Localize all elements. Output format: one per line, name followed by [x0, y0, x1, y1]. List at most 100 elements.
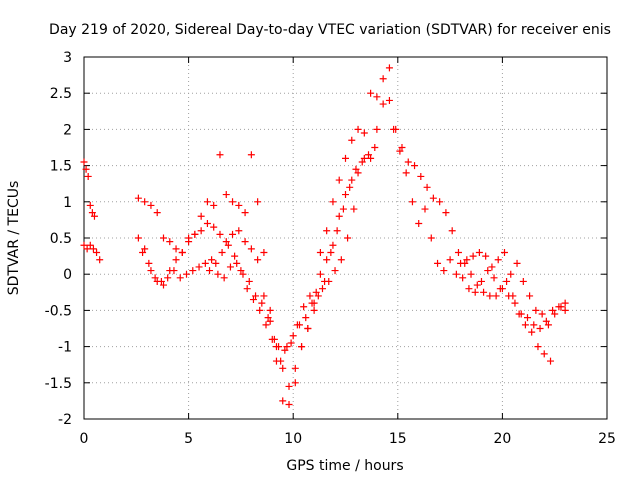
data-point: [429, 194, 437, 202]
data-point: [547, 357, 555, 365]
data-point: [511, 299, 519, 307]
data-point: [519, 277, 527, 285]
data-point: [208, 256, 216, 264]
x-tick-label: 5: [184, 431, 193, 447]
data-point: [183, 270, 191, 278]
data-point: [216, 151, 224, 159]
data-point: [385, 64, 393, 72]
series-arc-6: [206, 205, 358, 354]
data-point: [210, 201, 218, 209]
data-point: [252, 292, 260, 300]
data-point: [480, 288, 488, 296]
data-point: [206, 267, 214, 275]
series-arc-8: [390, 125, 555, 365]
data-point: [484, 267, 492, 275]
data-point: [385, 96, 393, 104]
data-point: [358, 158, 366, 166]
series-arc-2: [80, 241, 104, 264]
data-point: [509, 292, 517, 300]
data-point: [233, 259, 241, 267]
data-point: [402, 169, 410, 177]
data-point: [212, 259, 220, 267]
data-point: [534, 343, 542, 351]
data-point: [172, 256, 180, 264]
data-point: [323, 227, 331, 235]
data-point: [467, 270, 475, 278]
data-point: [333, 227, 341, 235]
data-point: [367, 154, 375, 162]
data-point: [279, 364, 287, 372]
data-point: [465, 285, 473, 293]
data-point: [404, 158, 412, 166]
data-point: [310, 306, 318, 314]
data-point: [482, 252, 490, 260]
data-point: [210, 223, 218, 231]
data-point: [164, 274, 172, 282]
data-point: [538, 310, 546, 318]
x-axis-label: GPS time / hours: [286, 458, 403, 474]
data-point: [264, 314, 272, 322]
series-arc-7: [385, 96, 569, 332]
data-point: [427, 234, 435, 242]
data-point: [360, 154, 368, 162]
data-point: [197, 227, 205, 235]
data-point: [452, 270, 460, 278]
data-point: [526, 292, 534, 300]
data-point: [536, 325, 544, 332]
data-point: [222, 191, 230, 199]
data-point: [195, 263, 203, 271]
data-point: [371, 144, 379, 151]
data-point: [220, 274, 228, 282]
data-point: [147, 267, 155, 275]
data-point: [203, 220, 211, 228]
x-tick-label: 0: [80, 431, 89, 447]
data-point: [291, 364, 299, 372]
data-point: [494, 256, 502, 264]
data-point: [314, 292, 322, 300]
data-point: [279, 397, 287, 405]
data-point: [266, 317, 274, 325]
data-point: [80, 241, 88, 249]
data-point: [153, 209, 161, 217]
data-point: [477, 277, 485, 285]
data-point: [500, 248, 508, 256]
data-point: [139, 248, 147, 256]
data-point: [346, 183, 354, 191]
series-arc-5: [139, 144, 379, 365]
data-point: [231, 252, 239, 260]
data-point: [421, 205, 429, 213]
data-point: [354, 125, 362, 133]
data-point: [151, 274, 159, 282]
data-point: [335, 212, 343, 220]
data-point: [532, 306, 540, 314]
data-point: [254, 256, 262, 264]
data-point: [89, 245, 97, 253]
chart-title: Day 219 of 2020, Sidereal Day-to-day VTE…: [49, 22, 611, 38]
data-point: [287, 339, 295, 347]
data-point: [473, 281, 481, 289]
data-point: [166, 238, 174, 246]
data-point: [306, 292, 314, 300]
data-point: [289, 332, 297, 340]
marks-layer: [80, 64, 569, 409]
data-point: [331, 267, 339, 275]
data-point: [379, 100, 387, 108]
data-point: [291, 379, 299, 387]
data-point: [492, 292, 500, 300]
data-point: [544, 321, 552, 329]
data-point: [471, 288, 479, 296]
data-point: [448, 227, 456, 235]
x-tick-label: 25: [598, 431, 616, 447]
data-point: [308, 299, 316, 307]
data-point: [360, 129, 368, 137]
data-point: [417, 172, 425, 180]
data-point: [260, 292, 268, 300]
data-point: [379, 75, 387, 83]
data-point: [157, 277, 165, 285]
data-point: [241, 238, 249, 246]
data-point: [459, 274, 467, 282]
data-point: [352, 165, 360, 173]
y-tick-label: -0.5: [45, 303, 72, 319]
data-point: [82, 165, 90, 173]
data-point: [348, 136, 356, 144]
